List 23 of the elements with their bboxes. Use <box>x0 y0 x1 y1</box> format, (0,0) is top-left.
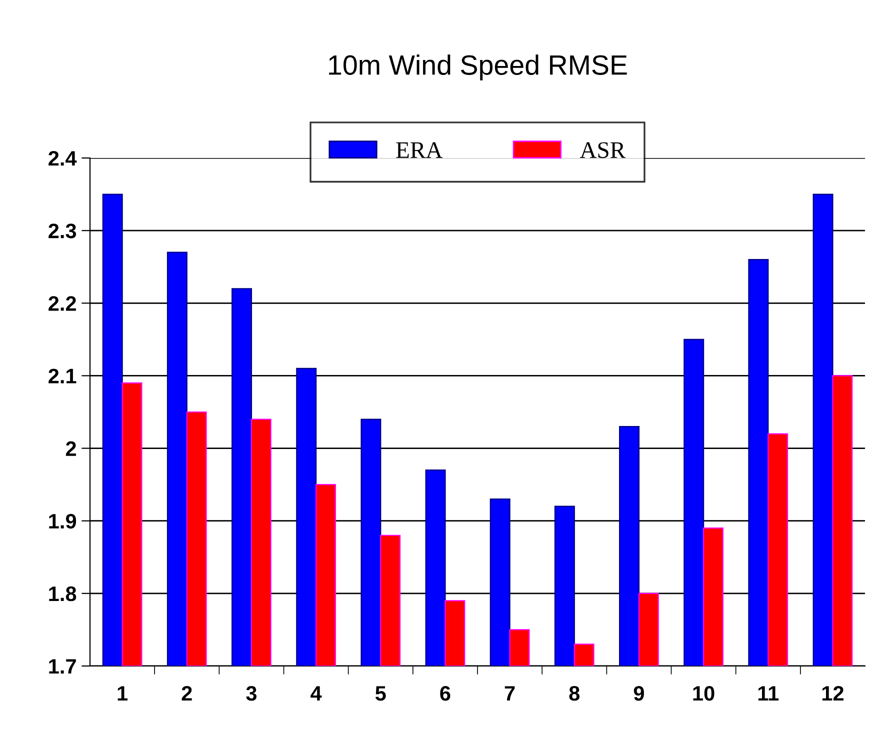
x-tick-label: 6 <box>440 686 450 701</box>
y-tick-label: 1.8 <box>49 586 76 602</box>
x-tick-label: 2 <box>182 686 192 701</box>
x-tick-label: 11 <box>758 686 779 701</box>
y-tick-label: 2.2 <box>48 296 76 311</box>
y-tick-label: 1.7 <box>49 659 76 674</box>
x-tick-label: 4 <box>310 686 322 701</box>
legend-label: ASR <box>580 142 626 158</box>
x-tick-label: 8 <box>569 686 580 701</box>
x-tick-label: 9 <box>634 686 644 701</box>
x-tick-label: 12 <box>822 686 844 701</box>
legend-label: ERA <box>396 142 443 158</box>
y-tick-label: 2.4 <box>48 151 77 166</box>
chart-title: 10m Wind Speed RMSE <box>329 54 627 80</box>
y-tick-label: 2.1 <box>48 368 76 384</box>
x-tick-label: 3 <box>246 686 256 701</box>
y-tick-label: 2.3 <box>48 224 76 238</box>
x-tick-label: 7 <box>504 686 515 701</box>
x-tick-label: 1 <box>118 686 128 701</box>
y-tick-label: 2 <box>66 441 76 456</box>
y-tick-label: 1.9 <box>49 514 76 529</box>
x-tick-label: 5 <box>375 686 386 701</box>
x-tick-label: 10 <box>693 686 714 701</box>
